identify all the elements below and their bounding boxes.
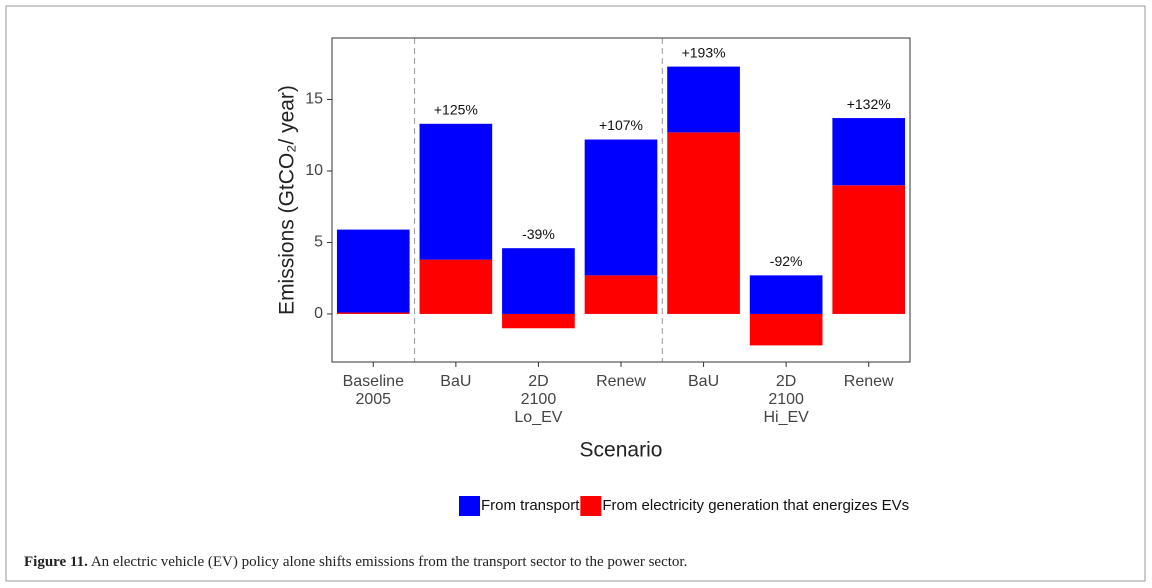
caption: Figure 11. An electric vehicle (EV) poli… [24, 554, 687, 570]
legend-swatch [459, 496, 480, 516]
x-tick-label: 2D 2100 Hi_EV [763, 373, 809, 426]
y-tick-label: 0 [314, 305, 323, 322]
x-tick-label-line: Renew [596, 373, 646, 390]
bar-label: +125% [434, 101, 478, 117]
bar-label: +107% [599, 117, 643, 133]
x-tick-label-line: Renew [844, 373, 894, 390]
bar-segment [584, 275, 658, 314]
y-tick-label: 15 [305, 91, 323, 108]
bar-label: +193% [682, 44, 726, 60]
y-tick-label: 10 [305, 162, 323, 179]
y-tick-label: 5 [314, 234, 323, 251]
x-tick-label-line: BaU [688, 373, 719, 390]
x-tick-label: Renew [596, 373, 646, 390]
x-tick-label-line: Lo_EV [514, 409, 562, 426]
bar-label: -39% [522, 226, 555, 242]
bar-segment [832, 118, 906, 186]
x-tick-label-line: 2100 [768, 391, 804, 408]
x-tick-label-line: 2D [776, 373, 796, 390]
caption-text: An electric vehicle (EV) policy alone sh… [91, 554, 688, 570]
x-tick-label-line: 2005 [355, 391, 391, 408]
x-tick-label-line: Baseline [343, 373, 404, 390]
x-tick-label: BaU [440, 373, 471, 390]
bar-segment [749, 275, 823, 314]
bar-segment [336, 229, 410, 313]
y-axis-label: Emissions (GtCO₂/ year) [276, 85, 299, 315]
x-tick-label: Renew [844, 373, 894, 390]
bar-segment [419, 123, 493, 260]
x-tick-label: 2D 2100 Lo_EV [514, 373, 562, 426]
legend-label: From electricity generation that energiz… [602, 497, 909, 514]
bar-segment [502, 248, 575, 314]
plot-frame [331, 37, 911, 363]
legend-swatch [580, 496, 602, 516]
bar-segment [502, 313, 575, 329]
legend-label: From transport [481, 497, 580, 514]
bar-segment [419, 259, 493, 314]
bar-segment [832, 185, 906, 314]
x-tick-label-line: 2D [528, 373, 548, 390]
bar-segment [336, 312, 410, 314]
bar-segment [584, 139, 658, 276]
bar-segment [667, 132, 740, 314]
figure-border [5, 5, 1146, 582]
bar-segment [749, 313, 823, 346]
x-axis-label: Scenario [580, 439, 663, 462]
bar-label: -92% [770, 253, 803, 269]
bar-segment [667, 66, 740, 133]
caption-label: Figure 11. [24, 554, 88, 570]
x-tick-label: BaU [688, 373, 719, 390]
x-tick-label-line: 2100 [521, 391, 557, 408]
x-tick-label-line: Hi_EV [763, 409, 809, 426]
x-tick-label: Baseline 2005 [343, 373, 404, 408]
x-tick-label-line: BaU [440, 373, 471, 390]
bar-label: +132% [847, 96, 891, 112]
